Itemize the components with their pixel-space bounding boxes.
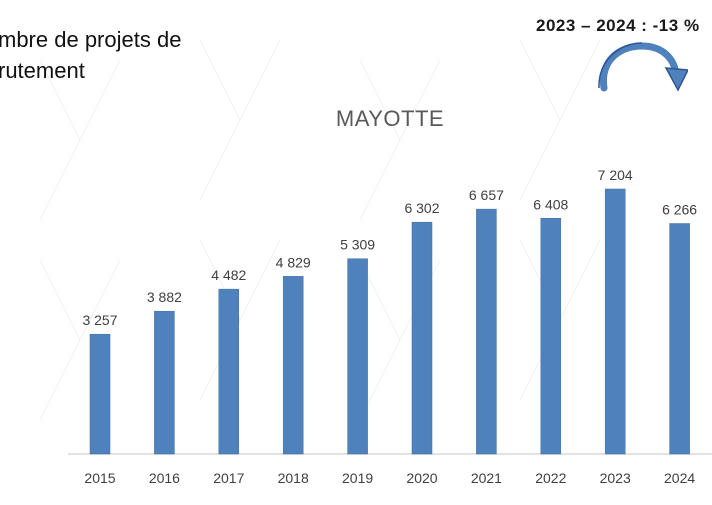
data-label-2015: 3 257 <box>82 312 117 328</box>
bar-2015 <box>89 333 111 455</box>
bar-2023 <box>604 188 626 455</box>
x-tick-label-2017: 2017 <box>213 470 244 486</box>
x-tick-label-2016: 2016 <box>149 470 180 486</box>
slide-title: mbre de projets de rutement <box>0 24 181 86</box>
slide-title-line2: rutement <box>0 58 85 83</box>
x-tick-label-2023: 2023 <box>600 470 631 486</box>
bar-2017 <box>218 288 240 455</box>
curved-arrow-down-icon <box>598 42 688 92</box>
x-tick-label-2020: 2020 <box>406 470 437 486</box>
slide-title-line1: mbre de projets de <box>0 27 182 52</box>
data-label-2016: 3 882 <box>147 289 182 305</box>
data-label-2019: 5 309 <box>340 237 375 253</box>
data-label-2024: 6 266 <box>662 202 697 218</box>
x-tick-label-2019: 2019 <box>342 470 373 486</box>
bar-2018 <box>282 276 304 455</box>
data-label-2020: 6 302 <box>404 200 439 216</box>
bar-2019 <box>347 258 368 455</box>
bar-2016 <box>154 310 175 455</box>
bar-2021 <box>476 208 497 455</box>
data-label-2017: 4 482 <box>211 267 246 283</box>
variation-label: 2023 – 2024 : -13 % <box>536 16 700 35</box>
chart-title: MAYOTTE <box>335 106 445 131</box>
x-tick-label-2021: 2021 <box>471 470 502 486</box>
bar-2020 <box>411 221 433 455</box>
data-label-2018: 4 829 <box>276 254 311 270</box>
x-tick-label-2022: 2022 <box>535 470 566 486</box>
x-tick-label-2015: 2015 <box>84 470 115 486</box>
x-tick-label-2024: 2024 <box>664 470 695 486</box>
data-label-2021: 6 657 <box>469 187 504 203</box>
bar-2022 <box>540 218 562 455</box>
bar-2024 <box>669 223 690 455</box>
data-label-2022: 6 408 <box>533 196 568 212</box>
data-label-2023: 7 204 <box>598 167 633 183</box>
x-tick-label-2018: 2018 <box>278 470 309 486</box>
